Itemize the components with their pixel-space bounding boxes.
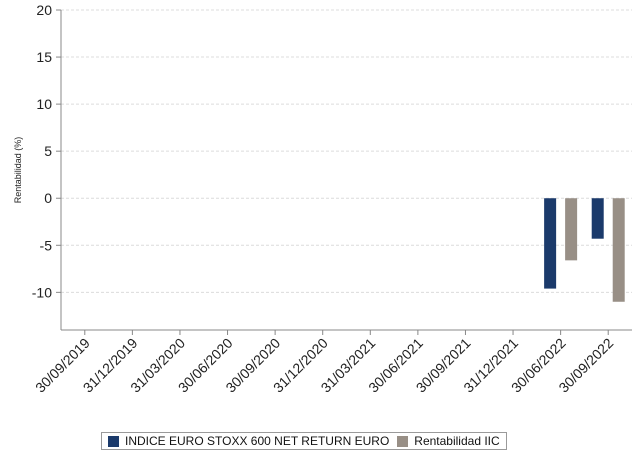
bars: [544, 198, 625, 302]
legend-swatch-index: [108, 435, 119, 447]
legend-item-index: INDICE EURO STOXX 600 NET RETURN EURO: [108, 434, 389, 448]
legend-swatch-iic: [397, 435, 409, 447]
y-axis-label: Rentabilidad (%): [13, 137, 23, 204]
y-tick-label-5: 5: [44, 143, 52, 159]
x-tick-labels: 30/09/201931/12/201931/03/202030/06/2020…: [32, 335, 616, 396]
y-tick-label-10: 10: [36, 96, 52, 112]
axes: [56, 9, 632, 335]
legend-label-index: INDICE EURO STOXX 600 NET RETURN EURO: [125, 434, 390, 448]
bar-series1-10: [565, 198, 578, 261]
legend-item-iic: Rentabilidad IIC: [397, 434, 500, 448]
y-tick-label-20: 20: [36, 2, 52, 18]
legend: INDICE EURO STOXX 600 NET RETURN EURO Re…: [101, 432, 507, 450]
bar-series1-11: [612, 198, 625, 302]
y-tick-label-15: 15: [36, 49, 52, 65]
legend-label-iic: Rentabilidad IIC: [414, 434, 500, 448]
grid-lines: [61, 9, 632, 293]
y-tick-label-0: 0: [44, 190, 52, 206]
bar-chart: 20 15 10 5 0 -5 -10 30/09/201931/12/201931/03/…: [13, 2, 632, 396]
y-tick-label--5: -5: [40, 237, 53, 253]
bar-series0-10: [544, 198, 557, 289]
y-tick-label--10: -10: [32, 284, 52, 300]
y-tick-labels: 20 15 10 5 0 -5 -10: [32, 2, 52, 300]
bar-series0-11: [591, 198, 604, 239]
